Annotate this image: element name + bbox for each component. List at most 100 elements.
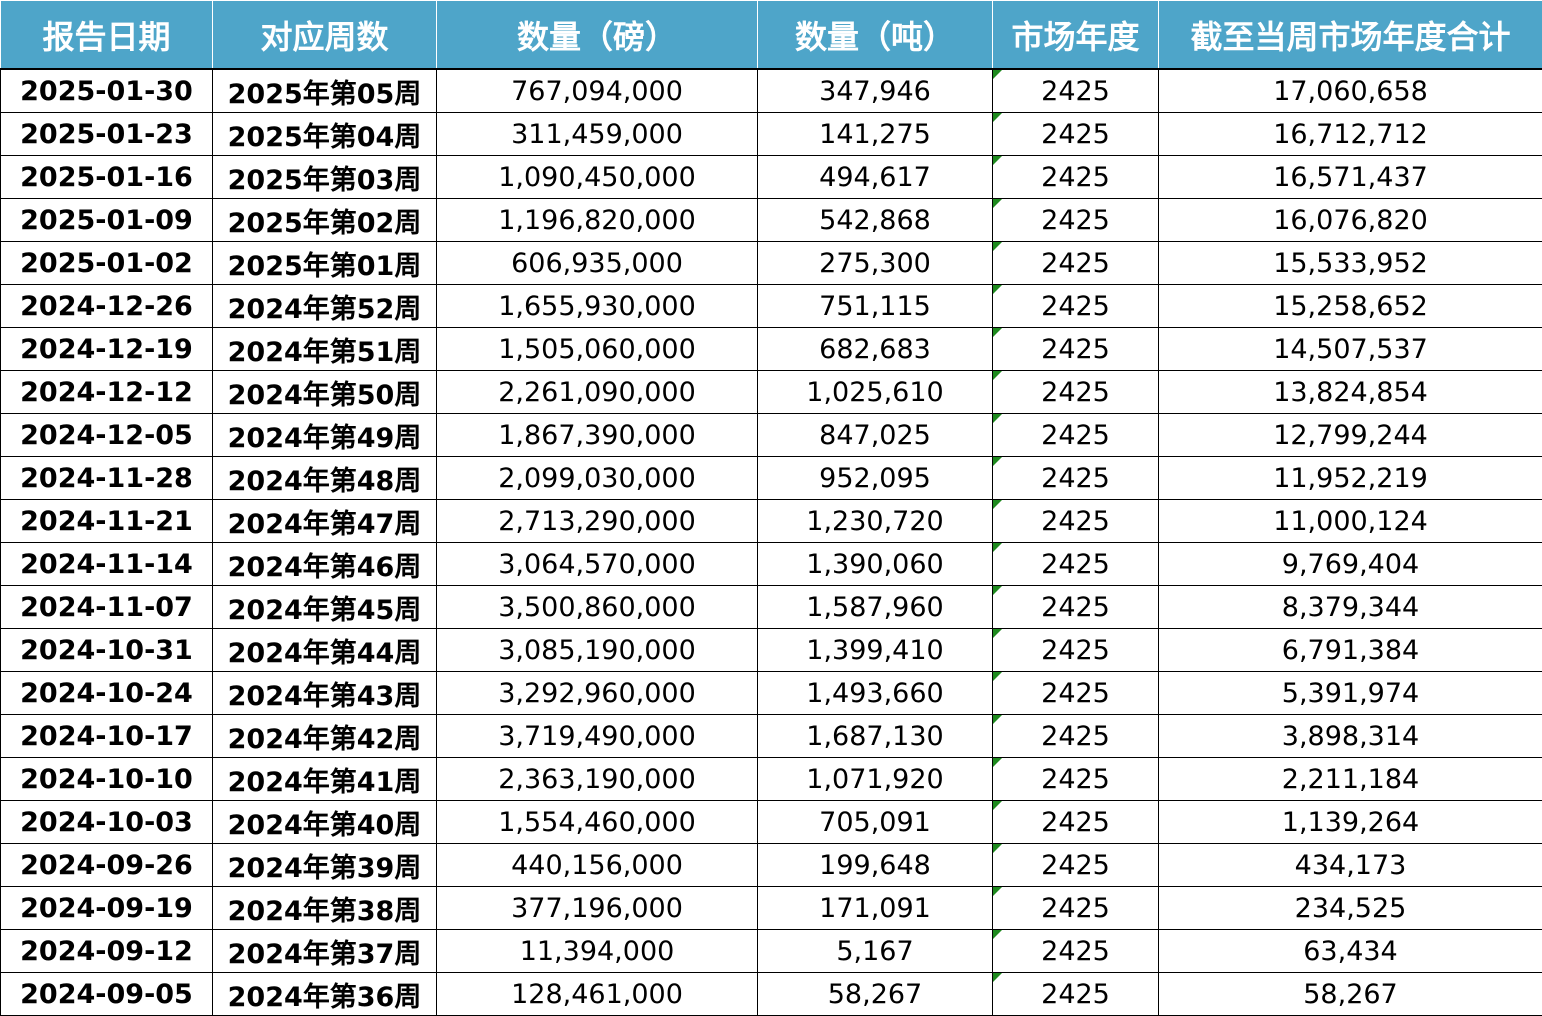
pounds-cell[interactable]: 3,292,960,000 — [437, 672, 758, 715]
cumulative-cell[interactable]: 11,952,219 — [1159, 457, 1542, 500]
report-date-cell[interactable]: 2024-09-05 — [1, 973, 213, 1016]
report-date-cell[interactable]: 2024-11-21 — [1, 500, 213, 543]
tons-cell[interactable]: 1,399,410 — [758, 629, 993, 672]
report-date-cell[interactable]: 2024-11-14 — [1, 543, 213, 586]
header-quantity-pounds[interactable]: 数量（磅） — [437, 1, 758, 70]
tons-cell[interactable]: 1,230,720 — [758, 500, 993, 543]
tons-cell[interactable]: 494,617 — [758, 156, 993, 199]
header-quantity-tons[interactable]: 数量（吨） — [758, 1, 993, 70]
report-date-cell[interactable]: 2024-10-10 — [1, 758, 213, 801]
report-date-cell[interactable]: 2024-09-19 — [1, 887, 213, 930]
cumulative-cell[interactable]: 16,076,820 — [1159, 199, 1542, 242]
tons-cell[interactable]: 542,868 — [758, 199, 993, 242]
tons-cell[interactable]: 751,115 — [758, 285, 993, 328]
cumulative-cell[interactable]: 16,712,712 — [1159, 113, 1542, 156]
market-year-cell[interactable]: 2425 — [993, 328, 1159, 371]
tons-cell[interactable]: 199,648 — [758, 844, 993, 887]
pounds-cell[interactable]: 1,867,390,000 — [437, 414, 758, 457]
report-date-cell[interactable]: 2024-09-26 — [1, 844, 213, 887]
cumulative-cell[interactable]: 15,533,952 — [1159, 242, 1542, 285]
header-cumulative-total[interactable]: 截至当周市场年度合计 — [1159, 1, 1542, 70]
cumulative-cell[interactable]: 11,000,124 — [1159, 500, 1542, 543]
cumulative-cell[interactable]: 14,507,537 — [1159, 328, 1542, 371]
cumulative-cell[interactable]: 234,525 — [1159, 887, 1542, 930]
report-date-cell[interactable]: 2024-11-28 — [1, 457, 213, 500]
cumulative-cell[interactable]: 1,139,264 — [1159, 801, 1542, 844]
pounds-cell[interactable]: 2,261,090,000 — [437, 371, 758, 414]
pounds-cell[interactable]: 2,363,190,000 — [437, 758, 758, 801]
week-cell[interactable]: 2024年第43周 — [213, 672, 437, 715]
week-cell[interactable]: 2025年第05周 — [213, 69, 437, 113]
market-year-cell[interactable]: 2425 — [993, 629, 1159, 672]
report-date-cell[interactable]: 2024-12-19 — [1, 328, 213, 371]
week-cell[interactable]: 2024年第41周 — [213, 758, 437, 801]
market-year-cell[interactable]: 2425 — [993, 199, 1159, 242]
market-year-cell[interactable]: 2425 — [993, 586, 1159, 629]
pounds-cell[interactable]: 1,655,930,000 — [437, 285, 758, 328]
pounds-cell[interactable]: 767,094,000 — [437, 69, 758, 113]
market-year-cell[interactable]: 2425 — [993, 457, 1159, 500]
pounds-cell[interactable]: 377,196,000 — [437, 887, 758, 930]
header-market-year[interactable]: 市场年度 — [993, 1, 1159, 70]
week-cell[interactable]: 2024年第51周 — [213, 328, 437, 371]
market-year-cell[interactable]: 2425 — [993, 69, 1159, 113]
market-year-cell[interactable]: 2425 — [993, 113, 1159, 156]
header-week[interactable]: 对应周数 — [213, 1, 437, 70]
pounds-cell[interactable]: 1,196,820,000 — [437, 199, 758, 242]
pounds-cell[interactable]: 311,459,000 — [437, 113, 758, 156]
pounds-cell[interactable]: 606,935,000 — [437, 242, 758, 285]
tons-cell[interactable]: 682,683 — [758, 328, 993, 371]
week-cell[interactable]: 2024年第47周 — [213, 500, 437, 543]
week-cell[interactable]: 2024年第38周 — [213, 887, 437, 930]
tons-cell[interactable]: 1,493,660 — [758, 672, 993, 715]
week-cell[interactable]: 2025年第02周 — [213, 199, 437, 242]
week-cell[interactable]: 2025年第01周 — [213, 242, 437, 285]
cumulative-cell[interactable]: 9,769,404 — [1159, 543, 1542, 586]
week-cell[interactable]: 2024年第36周 — [213, 973, 437, 1016]
week-cell[interactable]: 2024年第40周 — [213, 801, 437, 844]
pounds-cell[interactable]: 2,713,290,000 — [437, 500, 758, 543]
report-date-cell[interactable]: 2024-10-17 — [1, 715, 213, 758]
cumulative-cell[interactable]: 58,267 — [1159, 973, 1542, 1016]
market-year-cell[interactable]: 2425 — [993, 973, 1159, 1016]
cumulative-cell[interactable]: 12,799,244 — [1159, 414, 1542, 457]
report-date-cell[interactable]: 2025-01-30 — [1, 69, 213, 113]
week-cell[interactable]: 2024年第42周 — [213, 715, 437, 758]
tons-cell[interactable]: 1,587,960 — [758, 586, 993, 629]
tons-cell[interactable]: 1,390,060 — [758, 543, 993, 586]
cumulative-cell[interactable]: 6,791,384 — [1159, 629, 1542, 672]
market-year-cell[interactable]: 2425 — [993, 371, 1159, 414]
tons-cell[interactable]: 1,687,130 — [758, 715, 993, 758]
cumulative-cell[interactable]: 63,434 — [1159, 930, 1542, 973]
week-cell[interactable]: 2024年第48周 — [213, 457, 437, 500]
cumulative-cell[interactable]: 3,898,314 — [1159, 715, 1542, 758]
pounds-cell[interactable]: 440,156,000 — [437, 844, 758, 887]
tons-cell[interactable]: 58,267 — [758, 973, 993, 1016]
cumulative-cell[interactable]: 434,173 — [1159, 844, 1542, 887]
tons-cell[interactable]: 705,091 — [758, 801, 993, 844]
pounds-cell[interactable]: 1,554,460,000 — [437, 801, 758, 844]
report-date-cell[interactable]: 2025-01-23 — [1, 113, 213, 156]
cumulative-cell[interactable]: 13,824,854 — [1159, 371, 1542, 414]
tons-cell[interactable]: 1,025,610 — [758, 371, 993, 414]
tons-cell[interactable]: 1,071,920 — [758, 758, 993, 801]
pounds-cell[interactable]: 1,505,060,000 — [437, 328, 758, 371]
week-cell[interactable]: 2024年第39周 — [213, 844, 437, 887]
week-cell[interactable]: 2024年第49周 — [213, 414, 437, 457]
report-date-cell[interactable]: 2024-09-12 — [1, 930, 213, 973]
week-cell[interactable]: 2024年第45周 — [213, 586, 437, 629]
market-year-cell[interactable]: 2425 — [993, 844, 1159, 887]
report-date-cell[interactable]: 2025-01-02 — [1, 242, 213, 285]
week-cell[interactable]: 2025年第03周 — [213, 156, 437, 199]
pounds-cell[interactable]: 128,461,000 — [437, 973, 758, 1016]
pounds-cell[interactable]: 3,500,860,000 — [437, 586, 758, 629]
market-year-cell[interactable]: 2425 — [993, 801, 1159, 844]
cumulative-cell[interactable]: 8,379,344 — [1159, 586, 1542, 629]
tons-cell[interactable]: 171,091 — [758, 887, 993, 930]
week-cell[interactable]: 2024年第44周 — [213, 629, 437, 672]
cumulative-cell[interactable]: 15,258,652 — [1159, 285, 1542, 328]
pounds-cell[interactable]: 3,719,490,000 — [437, 715, 758, 758]
cumulative-cell[interactable]: 17,060,658 — [1159, 69, 1542, 113]
market-year-cell[interactable]: 2425 — [993, 930, 1159, 973]
pounds-cell[interactable]: 3,064,570,000 — [437, 543, 758, 586]
